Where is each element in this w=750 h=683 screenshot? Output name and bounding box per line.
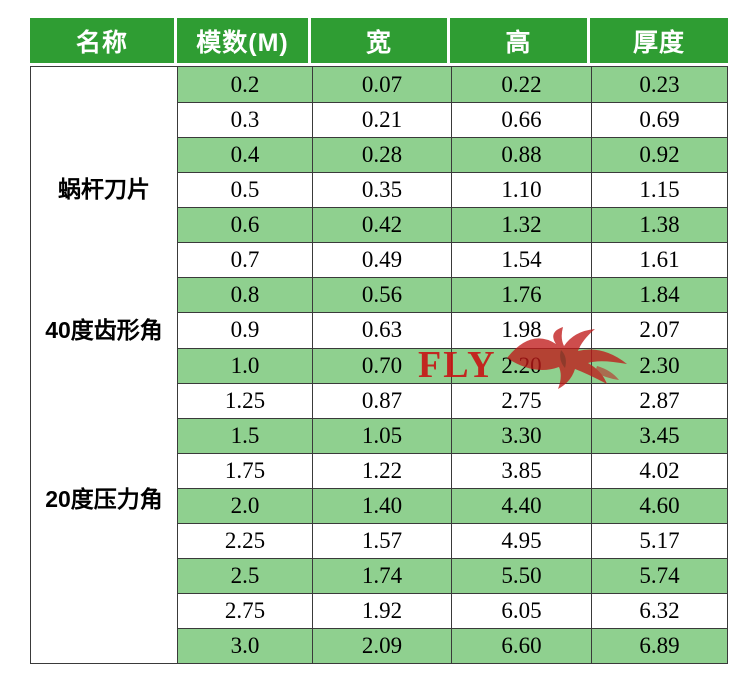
header-thickness: 厚度 xyxy=(590,18,728,63)
cell-width: 0.87 xyxy=(312,382,451,418)
cell-thickness: 2.07 xyxy=(591,312,727,348)
cell-height: 4.40 xyxy=(451,487,591,523)
cell-height: 2.20 xyxy=(451,347,591,383)
cell-module: 0.4 xyxy=(178,137,312,173)
cell-module: 2.5 xyxy=(178,557,312,593)
name-label-tooth-angle: 40度齿形角 xyxy=(45,317,163,344)
header-height: 高 xyxy=(450,18,590,63)
cell-width: 2.09 xyxy=(312,628,451,664)
cell-width: 0.21 xyxy=(312,102,451,138)
cell-width: 1.92 xyxy=(312,592,451,628)
table-row: 0.5 0.35 1.10 1.15 xyxy=(178,172,727,208)
cell-thickness: 5.74 xyxy=(591,557,727,593)
header-module: 模数(M) xyxy=(177,18,311,63)
table-row: 2.25 1.57 4.95 5.17 xyxy=(178,522,727,558)
table-row: 0.6 0.42 1.32 1.38 xyxy=(178,207,727,243)
cell-thickness: 0.92 xyxy=(591,137,727,173)
table-row: 2.75 1.92 6.05 6.32 xyxy=(178,592,727,628)
cell-height: 6.60 xyxy=(451,628,591,664)
cell-height: 1.54 xyxy=(451,242,591,278)
cell-thickness: 4.60 xyxy=(591,487,727,523)
spec-table: 名称 模数(M) 宽 高 厚度 蜗杆刀片 40度齿形角 20度压力角 0.2 0… xyxy=(30,18,728,664)
cell-module: 2.0 xyxy=(178,487,312,523)
cell-height: 0.22 xyxy=(451,67,591,103)
cell-module: 2.25 xyxy=(178,522,312,558)
cell-height: 1.32 xyxy=(451,207,591,243)
cell-height: 2.75 xyxy=(451,382,591,418)
cell-width: 0.56 xyxy=(312,277,451,313)
data-rows: 0.2 0.07 0.22 0.23 0.3 0.21 0.66 0.69 0.… xyxy=(178,67,727,664)
cell-module: 2.75 xyxy=(178,592,312,628)
cell-module: 1.0 xyxy=(178,347,312,383)
cell-module: 0.6 xyxy=(178,207,312,243)
cell-width: 1.22 xyxy=(312,452,451,488)
cell-height: 0.66 xyxy=(451,102,591,138)
cell-width: 0.70 xyxy=(312,347,451,383)
table-row: 0.9 0.63 1.98 2.07 xyxy=(178,312,727,348)
cell-width: 0.49 xyxy=(312,242,451,278)
cell-thickness: 6.32 xyxy=(591,592,727,628)
table-row: 0.8 0.56 1.76 1.84 xyxy=(178,277,727,313)
table-row: 0.2 0.07 0.22 0.23 xyxy=(178,67,727,103)
table-row: 0.7 0.49 1.54 1.61 xyxy=(178,242,727,278)
cell-height: 1.98 xyxy=(451,312,591,348)
cell-width: 1.57 xyxy=(312,522,451,558)
table-body: 蜗杆刀片 40度齿形角 20度压力角 0.2 0.07 0.22 0.23 0.… xyxy=(30,66,728,664)
table-row: 2.5 1.74 5.50 5.74 xyxy=(178,557,727,593)
table-row: 0.4 0.28 0.88 0.92 xyxy=(178,137,727,173)
table-row: 3.0 2.09 6.60 6.89 xyxy=(178,628,727,664)
name-label-pressure-angle: 20度压力角 xyxy=(45,486,163,513)
cell-height: 0.88 xyxy=(451,137,591,173)
table-header-row: 名称 模数(M) 宽 高 厚度 xyxy=(30,18,728,63)
cell-module: 0.2 xyxy=(178,67,312,103)
cell-module: 1.25 xyxy=(178,382,312,418)
name-column-cell: 蜗杆刀片 40度齿形角 20度压力角 xyxy=(31,67,178,663)
cell-module: 1.5 xyxy=(178,417,312,453)
cell-width: 1.05 xyxy=(312,417,451,453)
cell-width: 0.07 xyxy=(312,67,451,103)
cell-thickness: 0.23 xyxy=(591,67,727,103)
table-row: 1.0 0.70 2.20 2.30 xyxy=(178,347,727,383)
cell-module: 3.0 xyxy=(178,628,312,664)
table-row: 1.25 0.87 2.75 2.87 xyxy=(178,382,727,418)
cell-width: 0.42 xyxy=(312,207,451,243)
header-name: 名称 xyxy=(30,18,177,63)
cell-thickness: 1.61 xyxy=(591,242,727,278)
cell-thickness: 1.38 xyxy=(591,207,727,243)
cell-thickness: 1.15 xyxy=(591,172,727,208)
cell-module: 0.5 xyxy=(178,172,312,208)
table-row: 1.5 1.05 3.30 3.45 xyxy=(178,417,727,453)
cell-module: 0.7 xyxy=(178,242,312,278)
cell-height: 6.05 xyxy=(451,592,591,628)
cell-width: 0.35 xyxy=(312,172,451,208)
cell-width: 0.28 xyxy=(312,137,451,173)
cell-thickness: 2.87 xyxy=(591,382,727,418)
cell-thickness: 2.30 xyxy=(591,347,727,383)
name-label-worm-blade: 蜗杆刀片 xyxy=(58,176,150,203)
cell-thickness: 1.84 xyxy=(591,277,727,313)
cell-thickness: 3.45 xyxy=(591,417,727,453)
table-row: 1.75 1.22 3.85 4.02 xyxy=(178,452,727,488)
table-row: 2.0 1.40 4.40 4.60 xyxy=(178,487,727,523)
header-width: 宽 xyxy=(311,18,450,63)
cell-width: 1.74 xyxy=(312,557,451,593)
cell-height: 3.30 xyxy=(451,417,591,453)
cell-thickness: 4.02 xyxy=(591,452,727,488)
cell-height: 5.50 xyxy=(451,557,591,593)
cell-module: 0.9 xyxy=(178,312,312,348)
cell-height: 1.10 xyxy=(451,172,591,208)
cell-height: 3.85 xyxy=(451,452,591,488)
cell-thickness: 5.17 xyxy=(591,522,727,558)
cell-thickness: 6.89 xyxy=(591,628,727,664)
cell-module: 1.75 xyxy=(178,452,312,488)
cell-height: 1.76 xyxy=(451,277,591,313)
cell-module: 0.3 xyxy=(178,102,312,138)
cell-thickness: 0.69 xyxy=(591,102,727,138)
cell-width: 0.63 xyxy=(312,312,451,348)
cell-module: 0.8 xyxy=(178,277,312,313)
cell-height: 4.95 xyxy=(451,522,591,558)
table-row: 0.3 0.21 0.66 0.69 xyxy=(178,102,727,138)
cell-width: 1.40 xyxy=(312,487,451,523)
